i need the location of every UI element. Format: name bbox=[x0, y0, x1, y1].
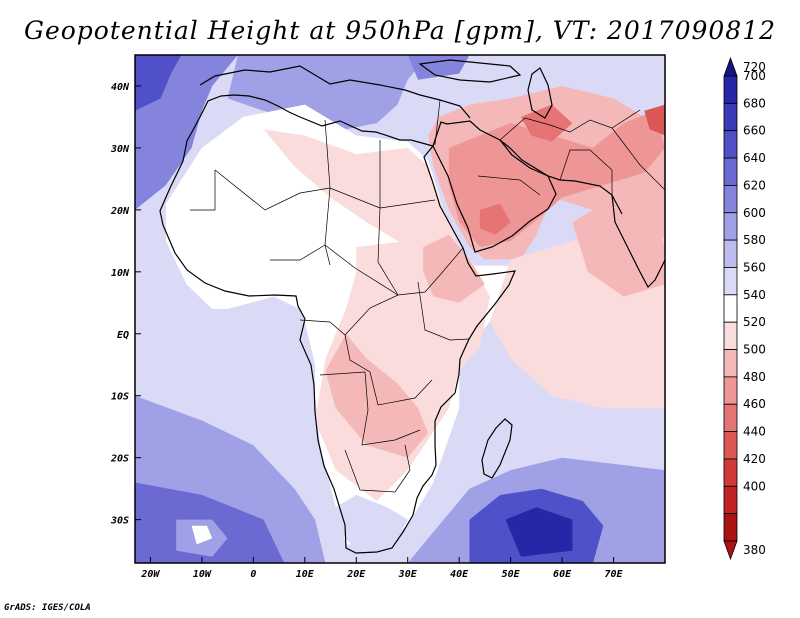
lat-label: 20S bbox=[110, 454, 129, 465]
lon-label: 20W bbox=[140, 569, 160, 580]
field-sea-black bbox=[407, 55, 470, 80]
india-coastline bbox=[611, 194, 665, 288]
lon-label: 10W bbox=[193, 569, 212, 580]
colorbar-box bbox=[723, 157, 738, 186]
border-line bbox=[377, 140, 399, 296]
lon-label: 40E bbox=[450, 569, 469, 580]
field-sea-north-atl-deep bbox=[135, 55, 182, 111]
border-line bbox=[434, 99, 441, 146]
black-sea-coastline bbox=[418, 59, 522, 83]
colorbar-label: 380 bbox=[743, 543, 766, 557]
colorbar-box bbox=[723, 431, 738, 460]
field-land-congo bbox=[325, 333, 429, 458]
colorbar-label: 640 bbox=[743, 151, 766, 165]
colorbar-label: 460 bbox=[743, 397, 766, 411]
border-line bbox=[344, 334, 433, 406]
field-arabia-core bbox=[479, 203, 511, 235]
field-iran-core bbox=[520, 104, 573, 142]
lat-label: 20N bbox=[110, 206, 130, 217]
colorbar-label: 520 bbox=[743, 315, 766, 329]
border-line bbox=[611, 127, 665, 191]
colorbar-bottom-arrow bbox=[723, 540, 738, 561]
grads-credit: GrADS: IGES/COLA bbox=[4, 603, 91, 613]
colorbar-top-arrow bbox=[723, 56, 738, 77]
colorbar-box bbox=[723, 349, 738, 378]
field-sea-atl-low bbox=[191, 525, 213, 545]
lon-label: 10E bbox=[296, 569, 315, 580]
country-borders bbox=[190, 99, 665, 493]
field-land-north-pink bbox=[263, 129, 460, 247]
border-line bbox=[477, 175, 541, 196]
colorbar-label: 700 bbox=[743, 69, 766, 83]
latitude-axis: 40N 30N 20N 10N EQ 10S 20S 30S bbox=[110, 82, 141, 527]
field-land-ethiopia bbox=[423, 234, 485, 303]
colorbar-label: 720 bbox=[743, 60, 766, 74]
colorbar-label: 400 bbox=[743, 479, 766, 493]
colorbar-label: 420 bbox=[743, 452, 766, 466]
height-field bbox=[135, 55, 665, 563]
border-line bbox=[214, 169, 436, 211]
field-india-inner bbox=[572, 197, 665, 297]
colorbar-label: 500 bbox=[743, 343, 766, 357]
border-line bbox=[559, 149, 613, 195]
colorbar-label: 560 bbox=[743, 261, 766, 275]
map-frame bbox=[134, 54, 666, 564]
border-line bbox=[319, 371, 421, 446]
field-sea-east-north bbox=[469, 55, 542, 99]
border-line bbox=[417, 281, 470, 341]
colorbar-label: 620 bbox=[743, 178, 766, 192]
lon-label: 50E bbox=[502, 569, 521, 580]
caspian-coastline bbox=[527, 67, 553, 119]
longitude-axis: 20W 10W 0 10E 20E 30E 40E 50E 60E 70E bbox=[140, 557, 624, 580]
lat-label: 10S bbox=[111, 392, 129, 403]
colorbar-label: 440 bbox=[743, 425, 766, 439]
colorbar-box bbox=[723, 102, 738, 132]
border-line bbox=[324, 119, 331, 266]
colorbar-box bbox=[723, 267, 738, 296]
madagascar-coastline bbox=[481, 418, 513, 479]
lat-label: 40N bbox=[111, 82, 130, 93]
colorbar-box bbox=[723, 75, 738, 104]
colorbar-label: 480 bbox=[743, 370, 766, 384]
colorbar-box bbox=[723, 458, 738, 487]
africa-coastline bbox=[159, 94, 516, 554]
colorbar-box bbox=[723, 485, 738, 515]
lat-label: 10N bbox=[111, 268, 130, 279]
border-line bbox=[190, 170, 216, 211]
colorbar-box bbox=[723, 513, 738, 542]
lon-label: 70E bbox=[605, 569, 624, 580]
colorbar-box bbox=[723, 239, 738, 268]
border-line bbox=[270, 244, 464, 296]
colorbar-label: 660 bbox=[743, 124, 766, 138]
colorbar-label: 580 bbox=[743, 233, 766, 247]
colorbar-box bbox=[723, 185, 738, 214]
lat-label: 30S bbox=[110, 516, 129, 527]
colorbar-label: 680 bbox=[743, 96, 766, 110]
colorbar-label: 600 bbox=[743, 206, 766, 220]
colorbar-box bbox=[723, 403, 738, 432]
lon-label: 60E bbox=[553, 569, 572, 580]
colorbar-label: 540 bbox=[743, 288, 766, 302]
colorbar-box bbox=[723, 321, 738, 350]
colorbar-box bbox=[723, 294, 738, 323]
field-pakistan-core bbox=[644, 104, 665, 136]
arabia-coastline bbox=[432, 120, 557, 253]
lon-label: 0 bbox=[250, 569, 256, 580]
field-land-cape bbox=[335, 494, 408, 551]
colorbar-box bbox=[723, 376, 738, 405]
lat-label: EQ bbox=[117, 330, 129, 341]
border-line bbox=[344, 444, 411, 493]
lat-label: 30N bbox=[110, 144, 130, 155]
colorbar-box bbox=[723, 130, 738, 159]
colorbar-box bbox=[723, 212, 738, 241]
map-title: Geopotential Height at 950hPa [gpm], VT:… bbox=[23, 16, 777, 45]
field-sea-indian-core bbox=[505, 507, 573, 557]
lon-label: 20E bbox=[346, 569, 366, 580]
lon-label: 30E bbox=[398, 569, 418, 580]
